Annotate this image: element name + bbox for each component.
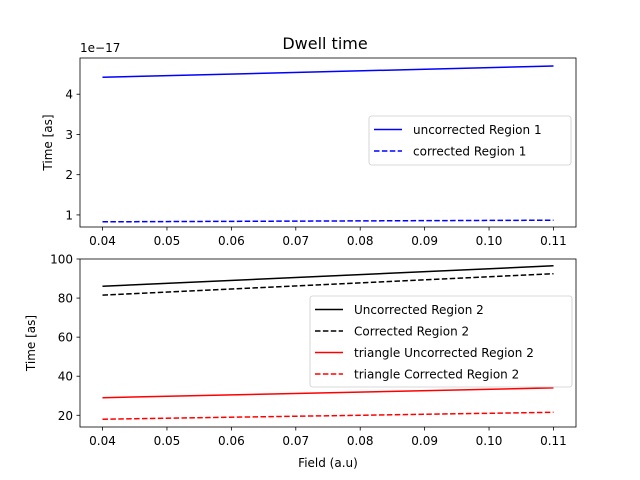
series-line-2 xyxy=(102,219,554,223)
legend-entry-3: triangle Uncorrected Region 2 xyxy=(354,346,534,360)
y-tick-label: 80 xyxy=(58,292,73,306)
axes-frame xyxy=(79,57,577,228)
figure-title: Dwell time xyxy=(282,34,367,53)
x-tick-label: 0.11 xyxy=(540,434,567,448)
x-tick-label: 0.07 xyxy=(282,434,309,448)
y-tick-label: 60 xyxy=(58,331,73,345)
y-tick-label: 20 xyxy=(58,409,73,423)
series-line-1 xyxy=(102,65,554,79)
legend-entry-2: corrected Region 1 xyxy=(413,145,526,159)
x-axis-label: Field (a.u) xyxy=(298,456,358,470)
x-tick-label: 0.10 xyxy=(476,434,503,448)
legend-entry-1: uncorrected Region 1 xyxy=(413,123,542,137)
x-tick-label: 0.05 xyxy=(154,234,181,248)
x-tick-label: 0.04 xyxy=(89,234,116,248)
y-tick-label: 3 xyxy=(65,128,73,142)
series-line-1 xyxy=(102,265,554,288)
x-tick-label: 0.06 xyxy=(218,234,245,248)
x-tick-label: 0.08 xyxy=(347,234,374,248)
legend-entry-4: triangle Corrected Region 2 xyxy=(354,368,519,382)
series-line-2 xyxy=(102,272,554,296)
legend-box xyxy=(368,115,572,166)
legend: Uncorrected Region 2 Corrected Region 2 tr… xyxy=(309,295,573,388)
y-tick-label: 100 xyxy=(50,253,73,267)
y-tick-label: 40 xyxy=(58,370,73,384)
x-tick-label: 0.10 xyxy=(476,234,503,248)
axes-frame xyxy=(79,258,577,428)
legend-entry-1: Uncorrected Region 2 xyxy=(354,303,484,317)
legend-entry-2: Corrected Region 2 xyxy=(354,325,469,339)
legend-box xyxy=(309,295,573,388)
y-tick-label: 4 xyxy=(65,88,73,102)
legend: uncorrected Region 1 corrected Region 1 xyxy=(368,115,572,166)
x-tick-label: 0.05 xyxy=(154,434,181,448)
x-tick-label: 0.07 xyxy=(282,234,309,248)
x-tick-label: 0.06 xyxy=(218,434,245,448)
x-tick-label: 0.08 xyxy=(347,434,374,448)
y-tick-label: 2 xyxy=(65,168,73,182)
x-tick-label: 0.04 xyxy=(89,434,116,448)
series-line-4 xyxy=(102,411,554,420)
y-offset-label: 1e−17 xyxy=(80,41,120,55)
y-axis-label: Time [as] xyxy=(41,114,55,171)
bottom-panel: 0.04 0.05 0.06 0.07 0.08 0.09 0.10 0.11 20 40 60 80… xyxy=(24,253,577,470)
series-line-3 xyxy=(102,387,554,399)
y-axis-label: Time [as] xyxy=(24,315,38,372)
x-tick-label: 0.09 xyxy=(411,434,438,448)
x-tick-label: 0.09 xyxy=(411,234,438,248)
top-panel: 0.04 0.05 0.06 0.07 0.08 0.09 0.10 0.11 1 2 3 4 Time… xyxy=(41,41,577,248)
y-tick-label: 1 xyxy=(65,208,73,222)
x-tick-label: 0.11 xyxy=(540,234,567,248)
